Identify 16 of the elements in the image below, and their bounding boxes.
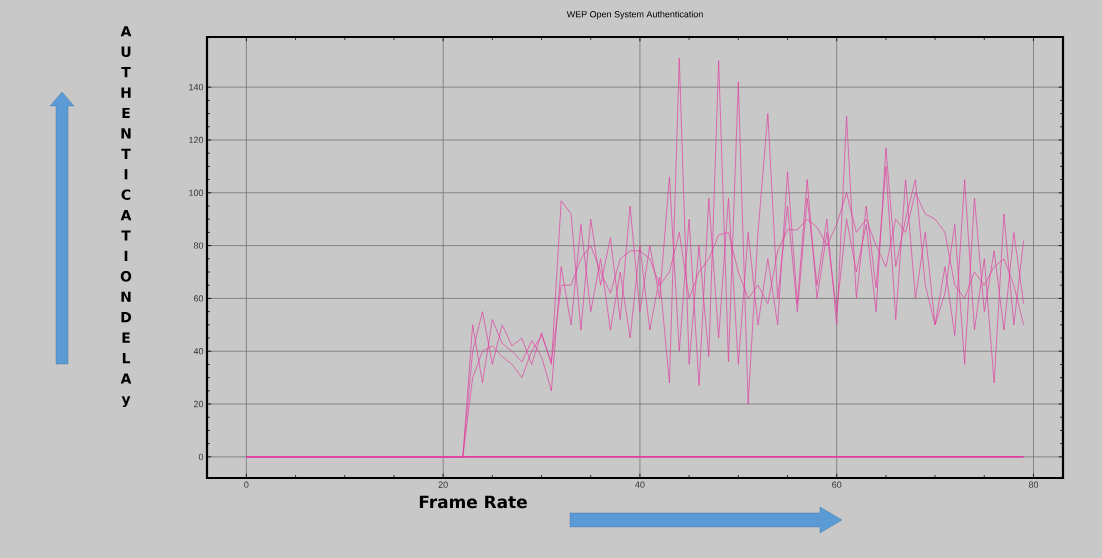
y-tick-label: 120 [189, 136, 204, 144]
y-tick-label: 60 [193, 295, 204, 302]
x-axis-title: Frame Rate [419, 495, 527, 509]
y-tick-label: 20 [193, 400, 204, 408]
y-tick-label: 0 [198, 453, 204, 461]
y-tick-label: 140 [189, 83, 204, 91]
text: AUTHENTICATIONDELAy [120, 26, 132, 407]
x-tick-label: 40 [635, 481, 645, 488]
x-tick-label: 60 [832, 481, 842, 488]
chart-title: WEP Open System Authentication [566, 10, 703, 20]
y-tick-label: 80 [193, 242, 204, 249]
x-tick-label: 0 [244, 481, 249, 488]
x-tick-label: 80 [1028, 481, 1039, 488]
y-tick-label: 100 [189, 189, 204, 196]
x-tick-label: 20 [438, 481, 448, 488]
y-tick-label: 40 [193, 348, 204, 355]
